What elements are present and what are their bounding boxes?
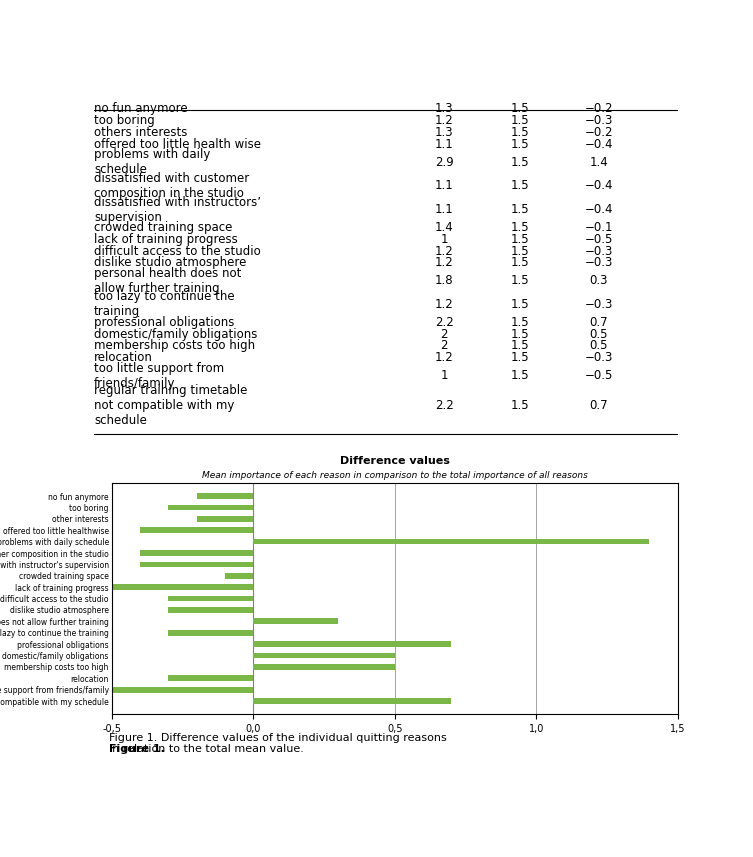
Text: 1.3: 1.3 [435,126,453,139]
Text: Figure 1. Difference values of the individual quitting reasons
in relation to th: Figure 1. Difference values of the indiv… [109,733,447,754]
Text: −0.3: −0.3 [585,256,613,269]
Text: 2.9: 2.9 [435,156,453,169]
Text: 2.2: 2.2 [435,315,453,329]
Text: 1.5: 1.5 [511,156,529,169]
Text: personal health does not
allow further training: personal health does not allow further t… [94,267,242,295]
Text: 1.5: 1.5 [511,179,529,192]
Text: professional obligations: professional obligations [94,315,234,329]
Text: −0.2: −0.2 [584,126,613,139]
Text: 1.5: 1.5 [511,298,529,311]
Text: −0.4: −0.4 [584,179,613,192]
Bar [253,619,338,624]
Text: too little support from
friends/family: too little support from friends/family [94,362,224,390]
Text: −0.4: −0.4 [584,138,613,151]
Text: regular training timetable
not compatible with my
schedule: regular training timetable not compatibl… [94,384,248,427]
Text: 0.7: 0.7 [590,399,608,411]
Text: 1: 1 [441,233,448,246]
Text: 1.5: 1.5 [511,138,529,151]
Bar [253,653,395,658]
Text: 1.5: 1.5 [511,126,529,139]
Bar [197,516,253,522]
Text: 0.3: 0.3 [590,274,608,287]
Text: dissatisfied with instructors’
supervision: dissatisfied with instructors’ supervisi… [94,195,261,224]
Text: too lazy to continue the
training: too lazy to continue the training [94,291,235,319]
Bar [253,664,395,669]
Text: crowded training space: crowded training space [94,221,233,234]
Bar [253,641,451,647]
Bar [140,561,253,567]
Text: 1.2: 1.2 [435,298,453,311]
Text: 1.5: 1.5 [511,339,529,352]
Text: 1.1: 1.1 [435,203,453,216]
Text: dissatisfied with customer
composition in the studio: dissatisfied with customer composition i… [94,172,249,200]
Text: −0.4: −0.4 [584,203,613,216]
Text: relocation: relocation [94,351,153,364]
Text: 1.2: 1.2 [435,114,453,127]
Text: −0.2: −0.2 [584,102,613,116]
Bar [168,596,253,602]
Text: 1.4: 1.4 [435,221,453,234]
Bar [225,573,253,578]
Text: 1.5: 1.5 [511,114,529,127]
Text: 1.5: 1.5 [511,233,529,246]
Text: others interests: others interests [94,126,187,139]
Text: offered too little health wise: offered too little health wise [94,138,261,151]
Text: −0.1: −0.1 [584,221,613,234]
Text: −0.3: −0.3 [585,298,613,311]
Bar [140,550,253,556]
Text: problems with daily
schedule: problems with daily schedule [94,148,211,177]
Text: −0.3: −0.3 [585,114,613,127]
Text: 0.5: 0.5 [590,327,608,340]
Bar [111,686,253,692]
Text: 1.5: 1.5 [511,315,529,329]
Text: no fun anymore: no fun anymore [94,102,187,116]
Text: difficult access to the studio: difficult access to the studio [94,244,261,258]
Text: 1.2: 1.2 [435,244,453,258]
Text: dislike studio atmosphere: dislike studio atmosphere [94,256,246,269]
Text: 2.2: 2.2 [435,399,453,411]
Text: 1.5: 1.5 [511,102,529,116]
Text: 1.5: 1.5 [511,203,529,216]
Text: 0.5: 0.5 [590,339,608,352]
Bar [168,607,253,613]
Bar [140,527,253,533]
Text: 1.1: 1.1 [435,179,453,192]
Text: 1.4: 1.4 [590,156,608,169]
Text: 0.7: 0.7 [590,315,608,329]
Text: 1.5: 1.5 [511,221,529,234]
Bar [168,675,253,681]
Text: 1.3: 1.3 [435,102,453,116]
Text: 1.5: 1.5 [511,244,529,258]
Text: Mean importance of each reason in comparison to the total importance of all reas: Mean importance of each reason in compar… [202,471,587,481]
Text: Figure 1.: Figure 1. [109,744,165,754]
Text: lack of training progress: lack of training progress [94,233,238,246]
Text: 1.5: 1.5 [511,256,529,269]
Bar [168,505,253,510]
Bar [253,539,649,544]
Text: 2: 2 [441,327,448,340]
Text: 1.8: 1.8 [435,274,453,287]
Text: −0.5: −0.5 [585,233,613,246]
Text: domestic/family obligations: domestic/family obligations [94,327,258,340]
Bar [253,698,451,704]
Text: 1: 1 [441,369,448,382]
Text: 1.2: 1.2 [435,351,453,364]
Text: 1.5: 1.5 [511,274,529,287]
Text: −0.3: −0.3 [585,244,613,258]
Text: 1.5: 1.5 [511,351,529,364]
Text: 1.5: 1.5 [511,369,529,382]
Text: 1.2: 1.2 [435,256,453,269]
Bar [197,494,253,499]
Text: 1.1: 1.1 [435,138,453,151]
Text: 1.5: 1.5 [511,327,529,340]
Text: Difference values: Difference values [340,457,450,466]
Text: 1.5: 1.5 [511,399,529,411]
Text: too boring: too boring [94,114,155,127]
Text: −0.5: −0.5 [585,369,613,382]
Bar [168,630,253,636]
Bar [111,584,253,590]
Text: 2: 2 [441,339,448,352]
Text: −0.3: −0.3 [585,351,613,364]
Text: membership costs too high: membership costs too high [94,339,255,352]
